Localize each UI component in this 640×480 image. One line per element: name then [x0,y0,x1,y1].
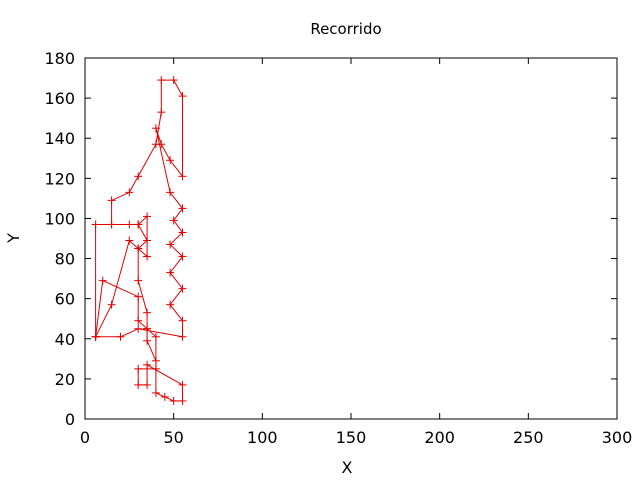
x-tick-label: 0 [80,428,90,447]
data-point [166,268,175,277]
data-point [134,324,143,333]
y-tick-label: 100 [44,209,75,228]
data-point [178,92,187,101]
data-point [107,220,116,229]
data-point [125,188,134,197]
data-point [91,332,100,341]
data-point [169,76,178,85]
y-tick-label: 0 [65,410,75,429]
y-tick-label: 140 [44,129,75,148]
data-point [98,276,107,285]
x-tick-label: 200 [424,428,455,447]
series-line [95,79,184,402]
data-point [178,252,187,261]
y-tick-label: 80 [55,250,75,269]
data-point [169,216,178,225]
x-tick-label: 150 [336,428,367,447]
data-point [166,300,175,309]
data-point [178,284,187,293]
data-point [134,380,143,389]
x-axis-label: X [342,458,353,477]
x-tick-label: 300 [602,428,633,447]
data-point [143,380,152,389]
x-tick-label: 250 [513,428,544,447]
tick-labels: 0 50 100 150 200 250 300 0 20 40 60 80 100 120 140 160 1… [44,49,632,447]
data-point [178,172,187,181]
data-point [116,332,125,341]
data-point [134,292,143,301]
data-point [166,240,175,249]
data-point [151,332,160,341]
data-point [134,276,143,285]
data-point [157,140,166,149]
data-point [166,156,175,165]
data-point [151,364,160,373]
data-point [160,392,169,401]
data-point [143,336,152,345]
data-point [134,364,143,373]
data-point [107,196,116,205]
x-tick-label: 50 [163,428,183,447]
data-point [169,396,178,405]
data-point [143,360,152,369]
data-point [143,252,152,261]
data-point [151,124,160,133]
data-point [151,356,160,365]
chart-title: Recorrido [310,20,381,38]
data-point [134,244,143,253]
data-point [157,108,166,117]
data-point [91,220,100,229]
data-point [107,300,116,309]
data-point [178,228,187,237]
y-tick-label: 160 [44,89,75,108]
data-point [143,308,152,317]
data-point [178,316,187,325]
data-point [143,236,152,245]
y-axis-label: Y [4,233,23,244]
data-point [178,380,187,389]
data-point [134,172,143,181]
y-tick-label: 120 [44,169,75,188]
data-point [166,188,175,197]
data-point [125,220,134,229]
data-point [178,396,187,405]
data-point [178,204,187,213]
data-point [125,236,134,245]
data-point [143,324,152,333]
x-tick-label: 100 [247,428,278,447]
series-layer [91,76,187,405]
y-tick-label: 180 [44,49,75,68]
data-point [134,220,143,229]
data-point [178,332,187,341]
y-tick-label: 40 [55,330,75,349]
axis-ticks [84,57,618,420]
data-point [151,388,160,397]
data-point [134,316,143,325]
y-tick-label: 20 [55,370,75,389]
data-point [143,212,152,221]
data-point [157,76,166,85]
y-tick-label: 60 [55,290,75,309]
